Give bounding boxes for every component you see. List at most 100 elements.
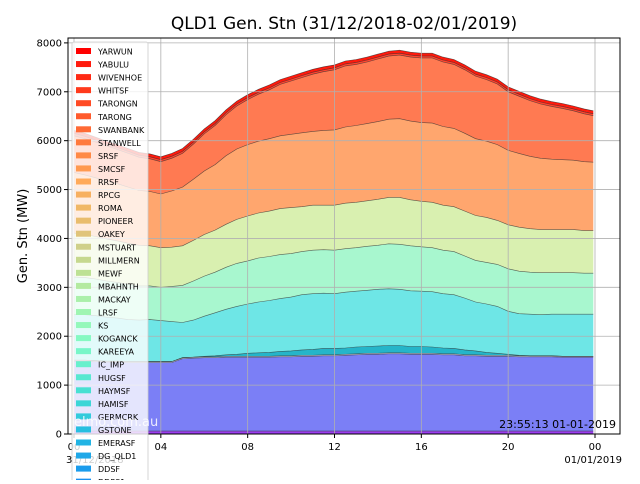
legend-label-24: IC_IMP xyxy=(98,361,124,370)
legend-swatch-26 xyxy=(76,387,91,394)
legend-label-31: DG_QLD1 xyxy=(98,452,136,461)
legend-label-23: KAREEYA xyxy=(98,348,135,357)
legend-label-28: GERMCRK xyxy=(98,413,139,422)
stacked-areas xyxy=(74,50,594,434)
legend-swatch-16 xyxy=(76,256,91,263)
area-series-6 xyxy=(74,197,594,288)
area-series-0 xyxy=(74,431,594,434)
legend-swatch-29 xyxy=(76,426,91,433)
legend-label-3: WHITSF xyxy=(98,87,129,96)
legend-swatch-14 xyxy=(76,230,91,237)
legend-label-14: OAKEY xyxy=(98,230,125,239)
legend-label-17: MEWF xyxy=(98,269,123,278)
legend-label-6: SWANBANK xyxy=(98,126,145,135)
area-series-2 xyxy=(74,352,594,363)
legend-label-22: KOGANCK xyxy=(98,335,138,344)
legend-swatch-24 xyxy=(76,361,91,368)
legend-label-11: RPCG xyxy=(98,191,120,200)
legend-swatch-31 xyxy=(76,452,91,459)
legend-swatch-28 xyxy=(76,413,91,420)
area-series-7 xyxy=(74,118,594,248)
legend-swatch-27 xyxy=(76,400,91,407)
legend-swatch-25 xyxy=(76,374,91,381)
legend-swatch-17 xyxy=(76,269,91,276)
legend-label-27: HAMISF xyxy=(98,400,129,409)
legend-box xyxy=(71,41,149,484)
legend-swatch-4 xyxy=(76,100,91,107)
y-tick-label-5: 5000 xyxy=(37,185,62,196)
legend-swatch-1 xyxy=(76,61,91,68)
legend-label-5: TARONG xyxy=(97,113,132,122)
y-tick-label-2: 2000 xyxy=(37,332,62,343)
y-tick-label-6: 6000 xyxy=(37,136,62,147)
legend-label-20: LRSF xyxy=(98,309,118,318)
legend-swatch-6 xyxy=(76,126,91,133)
legend-label-30: EMERASF xyxy=(98,439,136,448)
area-series-4 xyxy=(74,288,594,362)
y-axis-label: Gen. Stn (MW) xyxy=(16,189,31,284)
legend-label-12: ROMA xyxy=(98,204,123,213)
area-series-3 xyxy=(74,345,594,362)
plot-frame xyxy=(67,37,621,435)
watermark: elmo.com.au xyxy=(74,415,158,430)
legend-swatch-18 xyxy=(76,282,91,289)
legend-swatch-0 xyxy=(76,48,91,54)
chart-title: QLD1 Gen. Stn (31/12/2018-02/01/2019) xyxy=(171,14,517,34)
legend-label-29: GSTONE xyxy=(98,426,132,435)
y-tick-label-4: 4000 xyxy=(37,234,62,245)
x-tick-label-5: 20 xyxy=(502,442,515,453)
x-tick-sublabel-6: 01/01/2019 xyxy=(564,455,622,466)
x-tick-label-1: 04 xyxy=(154,442,167,453)
legend-label-9: SMCSF xyxy=(98,165,126,174)
legend-swatch-3 xyxy=(76,87,91,94)
legend-swatch-21 xyxy=(76,322,91,329)
y-axis: 0 1000 2000 3000 4000 5000 6000 7000 8000 xyxy=(37,38,68,441)
grid-lines xyxy=(68,38,620,435)
legend-label-16: MILLMERN xyxy=(98,256,140,265)
legend-swatch-9 xyxy=(76,165,91,172)
legend-swatch-22 xyxy=(76,335,91,342)
legend-swatch-7 xyxy=(76,139,91,146)
legend-label-1: YABULU xyxy=(97,61,129,70)
x-tick-label-3: 12 xyxy=(328,442,341,453)
legend-swatch-11 xyxy=(76,191,91,198)
y-tick-label-3: 3000 xyxy=(37,283,62,294)
legend-label-25: HUGSF xyxy=(98,374,126,383)
legend-label-13: PIONEER xyxy=(98,217,134,226)
timestamp-label: 23:55:13 01-01-2019 xyxy=(499,418,616,431)
legend-label-8: SRSF xyxy=(98,152,119,161)
legend-swatch-13 xyxy=(76,217,91,224)
legend-swatch-8 xyxy=(76,152,91,159)
x-tick-label-2: 08 xyxy=(241,442,254,453)
legend-label-19: MACKAY xyxy=(98,295,131,304)
legend-label-18: MBAHNTH xyxy=(98,282,139,291)
y-tick-label-0: 0 xyxy=(56,430,62,441)
x-tick-label-4: 16 xyxy=(415,442,428,453)
legend-label-26: HAYMSF xyxy=(98,387,131,396)
legend-swatch-30 xyxy=(76,439,91,446)
legend-swatch-19 xyxy=(76,295,91,302)
legend-swatch-32 xyxy=(76,465,91,472)
legend-swatch-23 xyxy=(76,348,91,355)
y-tick-label-1: 1000 xyxy=(37,381,62,392)
legend-swatch-5 xyxy=(76,113,91,120)
legend-swatch-20 xyxy=(76,309,91,315)
legend-label-0: YARWUN xyxy=(97,48,133,57)
x-tick-label-6: 00 xyxy=(589,442,602,453)
legend-label-2: WIVENHOE xyxy=(98,74,142,83)
legend-swatch-15 xyxy=(76,243,91,250)
legend-label-4: TARONGN xyxy=(97,100,138,109)
legend-label-15: MSTUART xyxy=(98,243,136,252)
area-series-1 xyxy=(74,353,594,432)
legend-swatch-10 xyxy=(76,178,91,185)
area-series-5 xyxy=(74,243,594,323)
legend-label-10: RRSF xyxy=(98,178,119,187)
area-series-8 xyxy=(74,55,594,194)
legend-swatch-12 xyxy=(76,204,91,211)
y-tick-label-7: 7000 xyxy=(37,87,62,98)
legend-label-7: STANWELL xyxy=(98,139,141,148)
legend: YARWUN YABULU WIVENHOE WHITSF TARONGN TARONG S… xyxy=(71,41,149,484)
legend-swatch-2 xyxy=(76,74,91,81)
